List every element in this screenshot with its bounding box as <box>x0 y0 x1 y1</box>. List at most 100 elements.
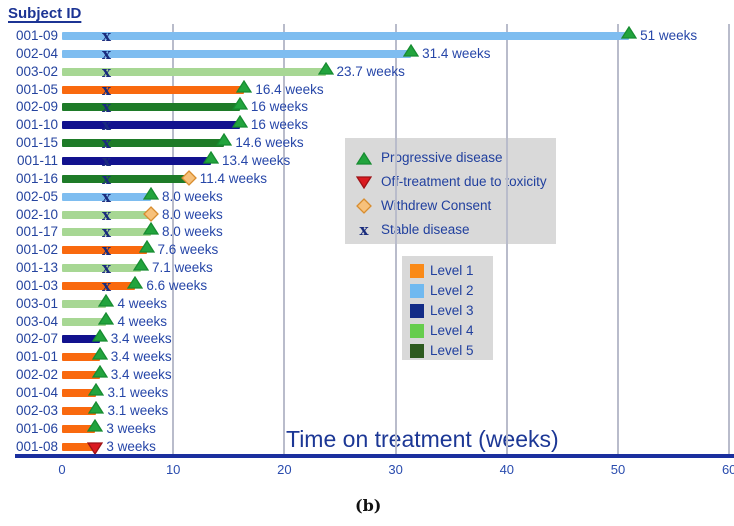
stable-disease-icon: x <box>101 80 111 99</box>
gridline <box>617 24 619 454</box>
level-4-swatch <box>410 324 424 338</box>
marker-legend-label: Off-treatment due to toxicity <box>381 174 547 189</box>
duration-label: 6.6 weeks <box>146 277 208 293</box>
treatment-bar <box>62 406 97 415</box>
treatment-bar <box>62 32 630 40</box>
duration-label: 7.1 weeks <box>151 260 213 276</box>
treatment-bar <box>62 317 107 326</box>
duration-label: 3.1 weeks <box>107 402 169 418</box>
progressive-disease-icon <box>231 115 249 133</box>
stable-disease-icon: x <box>101 151 111 170</box>
subject-id-label: 003-02 <box>15 63 58 79</box>
treatment-bar <box>62 67 326 76</box>
stable-disease-icon: x <box>101 276 111 295</box>
duration-label: 16.4 weeks <box>255 81 324 97</box>
treatment-bar <box>62 264 141 273</box>
treatment-bar <box>62 389 97 397</box>
duration-label: 8.0 weeks <box>161 206 223 222</box>
gridline <box>172 24 175 454</box>
treatment-bar <box>62 210 151 219</box>
subject-id-label: 001-13 <box>15 260 58 276</box>
stable-disease-icon: x <box>101 44 111 63</box>
level-legend-label: Level 3 <box>430 303 474 318</box>
gridline <box>394 24 397 454</box>
treatment-bar <box>62 192 151 201</box>
level-legend-label: Level 2 <box>430 283 474 298</box>
x-axis-tick-label: 0 <box>58 462 66 477</box>
progressive-disease-icon <box>317 61 334 80</box>
subject-id-label: 001-16 <box>15 170 58 186</box>
progressive-disease-icon <box>231 97 249 115</box>
duration-label: 31.4 weeks <box>422 45 491 61</box>
progressive-disease-icon <box>88 400 105 419</box>
toxicity-icon <box>355 175 373 194</box>
marker-legend-label: Withdrew Consent <box>381 198 492 213</box>
stable-disease-icon: x <box>101 62 111 81</box>
level-2-swatch <box>410 284 424 298</box>
progressive-disease-icon <box>138 239 155 258</box>
treatment-bar <box>62 353 100 362</box>
subject-id-label: 003-04 <box>15 313 58 329</box>
subject-id-label: 001-10 <box>15 117 58 133</box>
off-treatment-toxicity-icon <box>87 441 104 460</box>
withdrew-consent-icon <box>180 169 197 191</box>
subject-id-label: 003-01 <box>15 295 58 311</box>
treatment-bar <box>62 139 225 148</box>
progressive-disease-icon <box>216 132 233 151</box>
duration-label: 3.4 weeks <box>110 331 172 347</box>
stable-disease-icon: x <box>101 134 111 153</box>
marker-legend: Progressive disease Off-treatment due to … <box>345 138 556 244</box>
treatment-bar <box>62 174 189 183</box>
subject-id-label: 001-11 <box>16 152 58 168</box>
progressive-disease-icon <box>91 329 108 347</box>
stable-disease-icon: x <box>101 259 111 278</box>
stable-disease-icon: x <box>101 241 111 260</box>
subject-id-label: 001-01 <box>15 349 58 365</box>
subject-id-label: 001-09 <box>15 28 58 43</box>
treatment-bar <box>62 442 96 451</box>
level-3-swatch <box>410 304 424 318</box>
treatment-bar <box>62 335 100 344</box>
duration-label: 16 weeks <box>250 99 308 115</box>
subject-id-label: 001-15 <box>15 135 58 151</box>
subject-id-label: 001-04 <box>15 385 58 400</box>
level-legend-label: Level 5 <box>430 343 474 358</box>
x-axis-tick-label: 10 <box>165 462 181 477</box>
subject-id-label: 001-05 <box>15 81 58 97</box>
level-1-swatch <box>410 264 424 278</box>
x-axis-tick-label: 20 <box>277 462 292 477</box>
duration-label: 13.4 weeks <box>222 152 291 168</box>
duration-label: 7.6 weeks <box>157 242 219 258</box>
x-axis-tick-label: 30 <box>388 462 403 477</box>
progressive-disease-icon <box>236 79 253 98</box>
stable-disease-icon: x <box>101 116 111 135</box>
subject-id-label: 002-04 <box>15 45 58 61</box>
progressive-disease-icon <box>355 151 373 170</box>
progressive-disease-icon <box>88 382 105 401</box>
stable-disease-icon: x <box>359 221 369 239</box>
stable-disease-icon: x <box>101 223 111 242</box>
x-axis-title: Time on treatment (weeks) <box>286 426 559 452</box>
duration-label: 16 weeks <box>250 117 308 133</box>
duration-label: 51 weeks <box>640 28 698 43</box>
treatment-bar <box>62 371 100 380</box>
progressive-disease-icon <box>202 150 220 169</box>
marker-legend-label: Progressive disease <box>381 150 503 165</box>
subject-id-label: 002-09 <box>15 99 58 115</box>
marker-legend-label: Stable disease <box>381 222 470 237</box>
progressive-disease-icon <box>91 364 108 383</box>
treatment-bar <box>62 49 412 58</box>
gridline <box>283 24 286 454</box>
x-axis-tick-label: 40 <box>499 462 515 477</box>
gridline <box>728 24 731 454</box>
treatment-bar <box>62 85 245 94</box>
stable-disease-icon: x <box>101 169 111 188</box>
subject-id-label: 002-02 <box>15 367 58 383</box>
duration-label: 14.6 weeks <box>235 135 304 151</box>
treatment-bar <box>62 299 107 308</box>
duration-label: 3.1 weeks <box>107 385 169 400</box>
level-5-swatch <box>410 344 424 358</box>
duration-label: 3.4 weeks <box>110 349 172 365</box>
duration-label: 3 weeks <box>106 438 156 454</box>
